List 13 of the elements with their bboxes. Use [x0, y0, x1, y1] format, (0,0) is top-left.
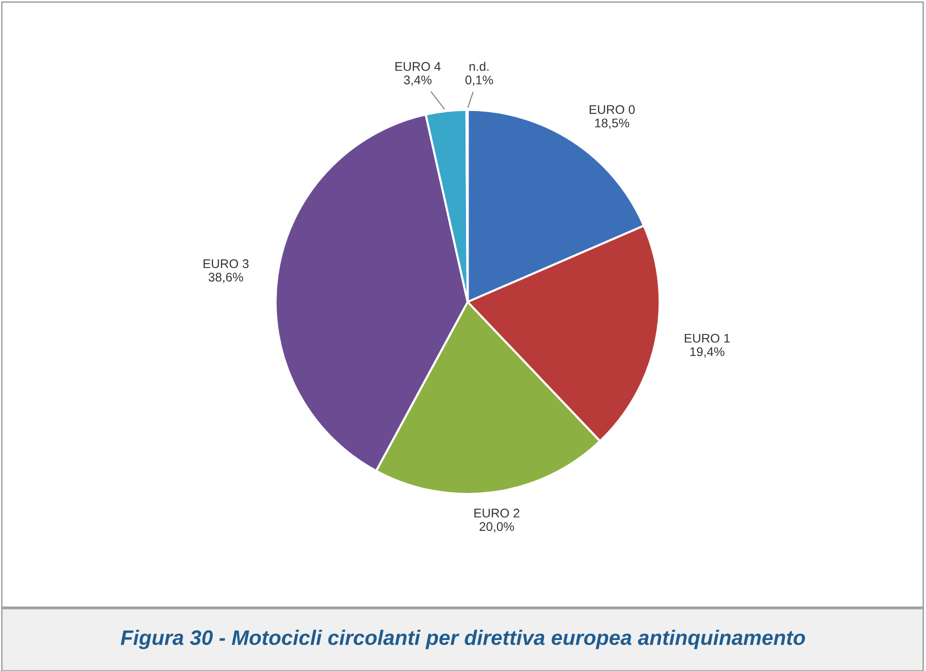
slice-label: n.d.	[470, 62, 488, 71]
data-label: 18,5%	[595, 118, 630, 129]
text: Figura 30 - Motocicli circolanti per direttiva europea antinquinamento	[120, 630, 806, 650]
data-label: 19,4%	[690, 347, 724, 358]
slice-label: EURO 0	[590, 105, 635, 114]
slice-label: EURO 3	[204, 259, 249, 268]
slice-label: EURO 1	[684, 334, 730, 343]
data-label: 3,4%	[404, 76, 432, 86]
slice-label: EURO 4	[395, 62, 441, 71]
data-label: 38,6%	[208, 272, 244, 284]
data-label: 0,1%	[465, 76, 493, 86]
slice-label: EURO 2	[474, 508, 520, 518]
data-label: 20,0%	[480, 522, 514, 532]
